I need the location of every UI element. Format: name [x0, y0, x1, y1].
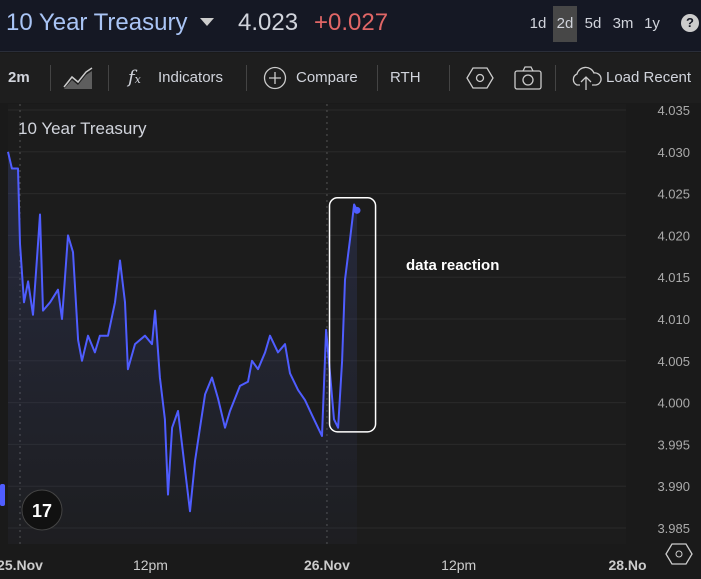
y-tick-label: 4.025 [657, 187, 690, 202]
tradingview-logo: 17 [21, 489, 63, 531]
y-tick-label: 4.010 [657, 312, 690, 327]
help-icon[interactable]: ? [681, 14, 699, 32]
x-tick-label: 12pm [441, 557, 476, 573]
divider [449, 65, 450, 91]
y-tick-label: 4.015 [657, 270, 690, 285]
toolbar: 2m fx Indicators Compare RTH Load Recent [0, 53, 701, 103]
range-5d[interactable]: 5d [584, 15, 602, 32]
y-tick-label: 4.030 [657, 145, 690, 160]
series-line [7, 151, 358, 513]
range-1y[interactable]: 1y [644, 15, 660, 32]
price-change: +0.027 [314, 9, 389, 36]
range-1d[interactable]: 1d [529, 15, 547, 32]
settings-hexagon-icon[interactable] [466, 66, 494, 90]
function-icon[interactable]: fx [128, 67, 141, 88]
chart-header: 10 Year Treasury 4.023 +0.027 1d 2d 5d 3… [0, 0, 701, 52]
divider [246, 65, 247, 91]
rth-button[interactable]: RTH [390, 69, 421, 86]
divider [377, 65, 378, 91]
annotation-label: data reaction [406, 257, 499, 274]
y-tick-label: 3.985 [657, 521, 690, 536]
y-tick-label: 4.000 [657, 396, 690, 411]
last-point-marker [353, 206, 361, 214]
y-tick-label: 4.035 [657, 104, 690, 118]
range-2d[interactable]: 2d [553, 6, 577, 42]
divider [108, 65, 109, 91]
y-tick-label: 4.020 [657, 228, 690, 243]
last-price: 4.023 [238, 9, 299, 36]
chart-area[interactable]: 4.035 4.030 4.025 4.020 4.015 4.010 4.005 4.000… [0, 103, 701, 574]
price-chart[interactable]: 4.035 4.030 4.025 4.020 4.015 4.010 4.005 4.000… [0, 103, 701, 574]
compare-button[interactable]: Compare [296, 69, 358, 86]
divider [50, 65, 51, 91]
y-tick-label: 4.005 [657, 354, 690, 369]
camera-icon[interactable] [514, 66, 542, 90]
annotation-box[interactable] [328, 197, 377, 433]
x-tick-label: 28.No [608, 557, 646, 573]
x-tick-label: 26.Nov [304, 557, 350, 573]
y-tick-label: 3.990 [657, 479, 690, 494]
divider [555, 65, 556, 91]
chart-title: 10 Year Treasury [18, 119, 147, 138]
axis-settings-icon[interactable] [665, 543, 693, 565]
series-area-fill [7, 151, 358, 545]
plus-circle-icon[interactable] [263, 66, 287, 90]
chart-type-icon[interactable] [62, 65, 96, 91]
symbol-dropdown-caret-icon[interactable] [200, 18, 214, 26]
x-tick-label: 25.Nov [0, 557, 43, 573]
symbol-title[interactable]: 10 Year Treasury [6, 9, 188, 36]
indicators-button[interactable]: Indicators [158, 69, 224, 86]
x-tick-label: 12pm [133, 557, 168, 573]
range-3m[interactable]: 3m [612, 15, 634, 32]
load-recent-button[interactable]: Load Recent [606, 69, 692, 86]
cloud-upload-icon[interactable] [570, 65, 604, 91]
svg-text:17: 17 [32, 501, 52, 521]
left-panel-handle[interactable] [0, 484, 5, 506]
interval-button[interactable]: 2m [8, 69, 30, 86]
y-tick-label: 3.995 [657, 437, 690, 452]
